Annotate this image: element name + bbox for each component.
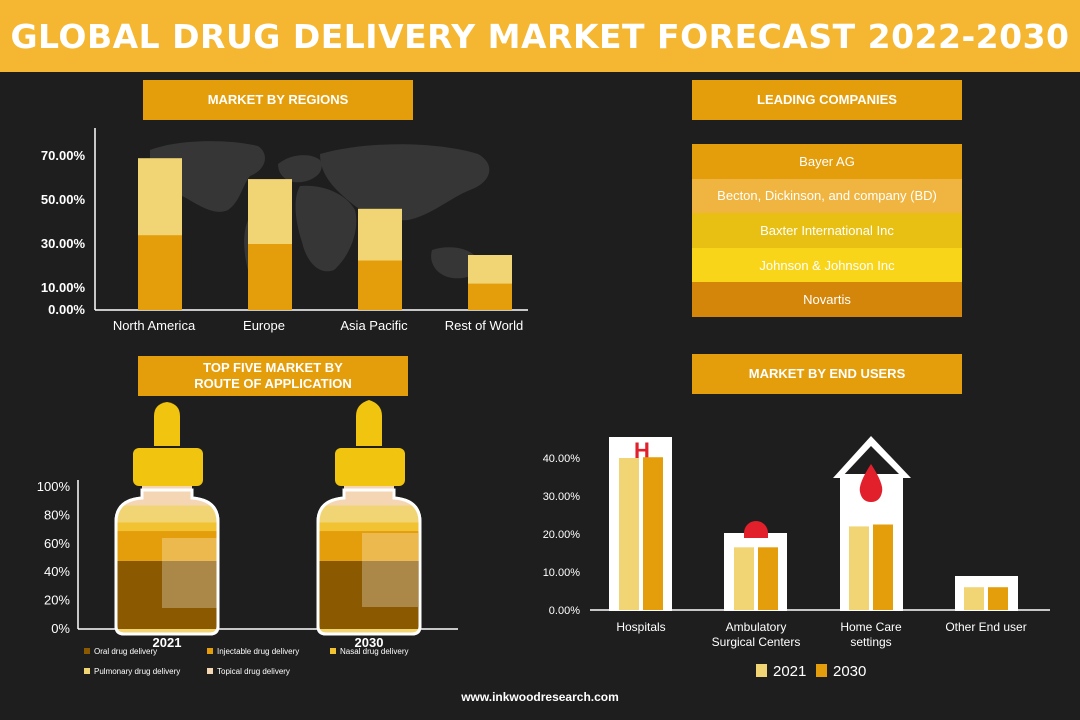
legend-label: 2030: [833, 663, 866, 680]
route-stack-segment: [116, 522, 218, 532]
legend-label: Topical drug delivery: [217, 667, 290, 676]
y-tick-label: 80%: [44, 507, 70, 522]
region-bar-share: [358, 260, 402, 310]
company-item: Bayer AG: [692, 144, 962, 179]
y-tick-label: 10.00%: [41, 280, 86, 295]
world-map-background: [150, 141, 490, 301]
dropper-tip: [154, 402, 180, 446]
legend-swatch: [207, 648, 213, 654]
x-tick-label: Asia Pacific: [340, 318, 408, 333]
company-item: Becton, Dickinson, and company (BD): [692, 178, 962, 214]
companies-list: Bayer AG Becton, Dickinson, and company …: [692, 144, 962, 317]
x-tick-label: Hospitals: [616, 620, 665, 634]
company-name: Novartis: [803, 292, 851, 308]
end-user-bar: [988, 587, 1008, 610]
end-user-bar: [873, 524, 893, 610]
legend-swatch: [816, 664, 827, 677]
route-stack-segment: [116, 505, 218, 523]
legend-label: Nasal drug delivery: [340, 647, 408, 656]
regions-chart: 0.00% 10.00% 30.00% 50.00% 70.00% North Ameri…: [41, 128, 528, 333]
companies-section-title: LEADING COMPANIES: [692, 80, 962, 120]
company-name: Johnson & Johnson Inc: [759, 257, 895, 273]
x-tick-label: 2021: [153, 635, 182, 650]
home-roof-icon: [833, 436, 911, 478]
x-tick-label: Ambulatory: [726, 620, 787, 634]
route-title-line-2: ROUTE OF APPLICATION: [194, 376, 352, 391]
end-user-bar: [849, 526, 869, 610]
company-name: Baxter International Inc: [760, 222, 894, 238]
company-item: Baxter International Inc: [692, 213, 962, 248]
hospital-h-icon: H: [634, 438, 650, 463]
y-tick-label: 40.00%: [543, 453, 581, 465]
x-tick-label: settings: [850, 635, 891, 649]
route-section-title: TOP FIVE MARKET BY ROUTE OF APPLICATION: [138, 356, 408, 396]
y-tick-label: 0%: [51, 621, 70, 636]
y-tick-label: 0.00%: [549, 605, 580, 617]
home-building-shape: [833, 436, 911, 611]
dropper-cap: [133, 448, 203, 486]
x-tick-label: Surgical Centers: [712, 635, 801, 649]
label-overlay: [162, 538, 218, 608]
y-tick-label: 30.00%: [41, 236, 86, 251]
legend-swatch: [84, 648, 90, 654]
clinic-dome-icon: [744, 521, 768, 538]
page-title: GLOBAL DRUG DELIVERY MARKET FORECAST 202…: [10, 16, 1070, 56]
end-user-bar: [964, 587, 984, 610]
route-stack-segment: [318, 522, 420, 532]
y-tick-label: 20.00%: [543, 529, 581, 541]
bottle-2030: [316, 400, 422, 636]
y-tick-label: 20%: [44, 593, 70, 608]
legend-label: Oral drug delivery: [94, 647, 157, 656]
route-chart: 0% 20% 40% 60% 80% 100% 2021 2030 Oral drug del…: [37, 400, 458, 676]
company-item: Novartis: [692, 282, 962, 317]
title-banner: GLOBAL DRUG DELIVERY MARKET FORECAST 202…: [0, 0, 1080, 72]
end-user-bar: [619, 458, 639, 610]
x-tick-label: Other End user: [945, 620, 1026, 634]
legend-label: Injectable drug delivery: [217, 647, 299, 656]
route-stack-segment: [116, 560, 218, 629]
y-tick-label: 70.00%: [41, 148, 86, 163]
y-tick-label: 50.00%: [41, 192, 86, 207]
legend-label: 2021: [773, 663, 806, 680]
bottle-2021: [114, 402, 220, 636]
y-tick-label: 60%: [44, 536, 70, 551]
route-stack-segment: [318, 560, 420, 629]
end-users-chart: H 0.00% 10.00% 20.00% 30.00% 40.00% Hospitals…: [543, 436, 1050, 680]
dropper-cap: [335, 448, 405, 486]
route-stack-segment: [318, 531, 420, 561]
y-tick-label: 0.00%: [48, 302, 85, 317]
route-stack-segment: [116, 531, 218, 561]
route-title-line-1: TOP FIVE MARKET BY: [203, 360, 343, 375]
footer-url: www.inkwoodresearch.com: [461, 690, 619, 704]
legend-swatch: [207, 668, 213, 674]
x-tick-label: Home Care: [840, 620, 902, 634]
y-tick-label: 10.00%: [543, 567, 581, 579]
end-user-bar: [643, 457, 663, 610]
label-overlay: [362, 533, 418, 607]
dropper-tip: [356, 400, 382, 446]
blood-drop-icon: [859, 464, 883, 502]
x-tick-label: Europe: [243, 318, 285, 333]
y-tick-label: 40%: [44, 564, 70, 579]
end-users-section-title: MARKET BY END USERS: [692, 354, 962, 394]
y-tick-label: 30.00%: [543, 491, 581, 503]
region-bar-share: [468, 283, 512, 310]
end-user-bar: [758, 547, 778, 610]
regions-section-title: MARKET BY REGIONS: [143, 80, 413, 120]
company-name: Becton, Dickinson, and company (BD): [717, 188, 937, 204]
x-tick-label: Rest of World: [445, 318, 524, 333]
x-tick-label: 2030: [355, 635, 384, 650]
legend-label: Pulmonary drug delivery: [94, 667, 180, 676]
legend-swatch: [330, 648, 336, 654]
region-bar-share: [248, 244, 292, 310]
y-tick-label: 100%: [37, 479, 71, 494]
company-item: Johnson & Johnson Inc: [692, 247, 962, 283]
region-bar-share: [138, 235, 182, 310]
route-stack-segment: [318, 505, 420, 523]
company-name: Bayer AG: [799, 153, 855, 169]
legend-swatch: [756, 664, 767, 677]
legend-swatch: [84, 668, 90, 674]
x-tick-label: North America: [113, 318, 196, 333]
end-user-bar: [734, 547, 754, 610]
